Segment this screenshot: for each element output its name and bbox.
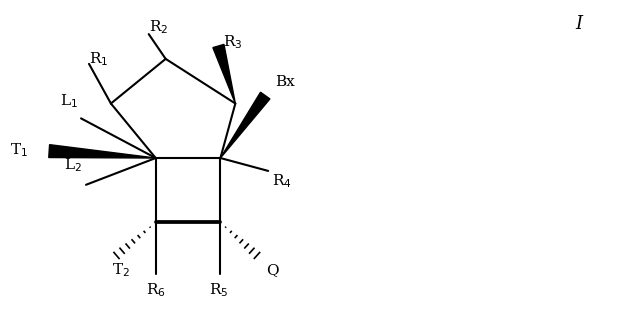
Text: R$_5$: R$_5$ xyxy=(209,281,228,299)
Text: I: I xyxy=(575,15,582,33)
Text: L$_1$: L$_1$ xyxy=(60,93,78,110)
Text: R$_3$: R$_3$ xyxy=(223,33,242,51)
Text: T$_2$: T$_2$ xyxy=(112,261,130,279)
Text: R$_4$: R$_4$ xyxy=(272,172,292,190)
Polygon shape xyxy=(49,145,155,158)
Text: Q: Q xyxy=(266,263,278,277)
Polygon shape xyxy=(221,92,270,158)
Text: R$_1$: R$_1$ xyxy=(89,50,108,68)
Polygon shape xyxy=(213,44,235,103)
Text: T$_1$: T$_1$ xyxy=(10,141,28,159)
Text: Bx: Bx xyxy=(275,75,295,89)
Text: L$_2$: L$_2$ xyxy=(64,156,82,174)
Text: R$_2$: R$_2$ xyxy=(149,18,168,36)
Text: R$_6$: R$_6$ xyxy=(146,281,166,299)
